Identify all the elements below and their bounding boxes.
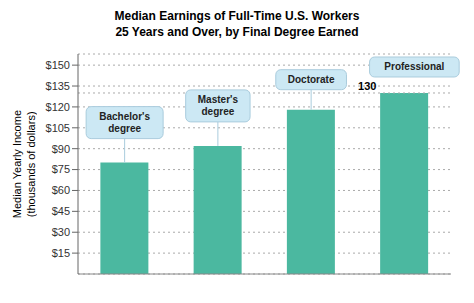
svg-text:$150: $150 bbox=[46, 59, 70, 71]
svg-text:$135: $135 bbox=[46, 80, 70, 92]
svg-text:Bachelor'sdegree: Bachelor'sdegree bbox=[99, 111, 150, 134]
svg-text:Professional: Professional bbox=[384, 61, 444, 72]
svg-text:$30: $30 bbox=[52, 226, 70, 238]
svg-text:130: 130 bbox=[358, 80, 376, 92]
svg-text:$120: $120 bbox=[46, 101, 70, 113]
svg-text:$45: $45 bbox=[52, 205, 70, 217]
svg-text:$60: $60 bbox=[52, 184, 70, 196]
svg-text:$75: $75 bbox=[52, 163, 70, 175]
svg-text:Doctorate: Doctorate bbox=[288, 74, 335, 85]
svg-text:$105: $105 bbox=[46, 122, 70, 134]
svg-text:$90: $90 bbox=[52, 143, 70, 155]
svg-text:$15: $15 bbox=[52, 247, 70, 259]
html-text:Median Yearly Income (thousand: Median Yearly Income (thousands of dolla… bbox=[11, 109, 37, 219]
svg-text:Master'sdegree: Master'sdegree bbox=[198, 94, 239, 117]
html-text:Median Earnings of Full-Time U: Median Earnings of Full-Time U.S. Worker… bbox=[114, 9, 360, 39]
